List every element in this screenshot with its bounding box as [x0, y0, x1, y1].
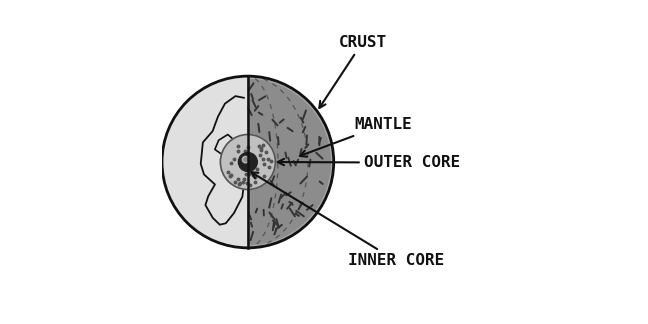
Ellipse shape: [220, 134, 275, 190]
Polygon shape: [162, 76, 248, 248]
Ellipse shape: [238, 153, 257, 171]
Text: OUTER CORE: OUTER CORE: [278, 155, 461, 170]
Polygon shape: [248, 80, 330, 244]
Text: CRUST: CRUST: [319, 35, 387, 108]
Ellipse shape: [242, 156, 249, 163]
Text: MANTLE: MANTLE: [300, 117, 413, 157]
Text: INNER CORE: INNER CORE: [251, 172, 445, 268]
Polygon shape: [248, 76, 334, 248]
Ellipse shape: [162, 76, 334, 248]
